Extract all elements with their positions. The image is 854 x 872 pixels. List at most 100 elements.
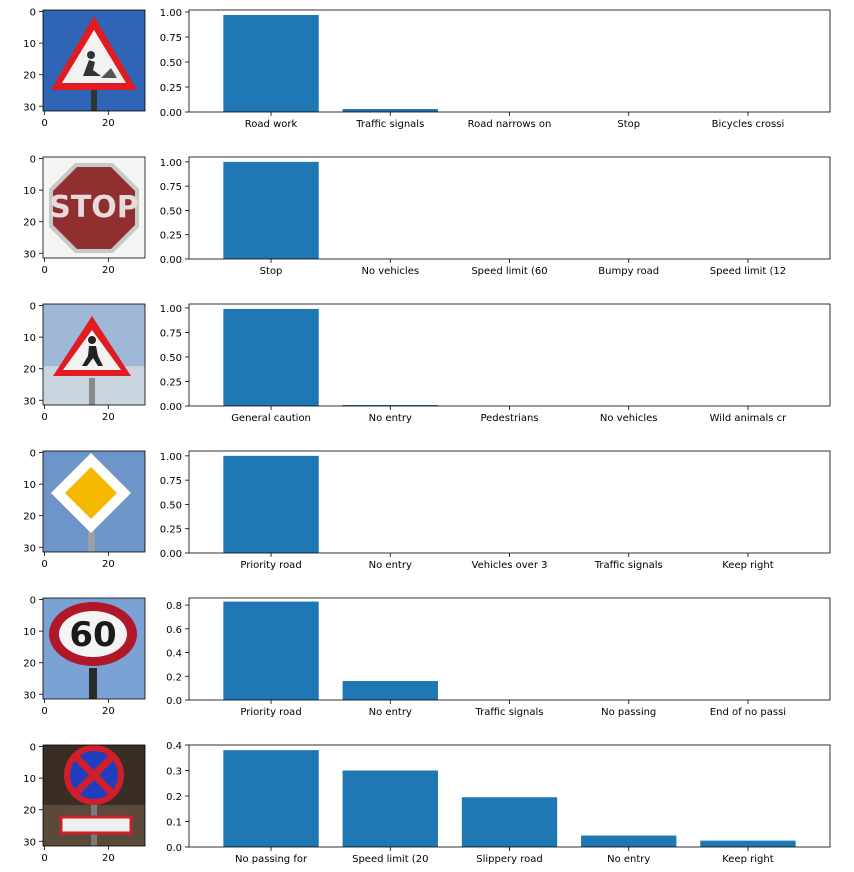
y-tick-label: 0.75 xyxy=(160,33,182,44)
image-x-tick-label: 0 xyxy=(41,265,47,276)
pedestrian-body xyxy=(82,346,103,366)
road-work-sign-icon xyxy=(43,10,145,111)
image-y-tick-label: 0 xyxy=(30,596,36,607)
y-tick-label: 0.25 xyxy=(160,525,182,536)
stop-sign-icon: STOP xyxy=(43,157,145,258)
sign-post xyxy=(89,668,97,699)
shovel-pile xyxy=(101,68,117,78)
plot-frame xyxy=(188,303,831,407)
y-tick-label: 0.75 xyxy=(160,476,182,487)
image-y-tick-label: 20 xyxy=(23,659,36,670)
image-y-tick-label: 0 xyxy=(30,8,36,19)
probability-bar xyxy=(342,770,438,847)
probability-bar xyxy=(223,15,319,112)
x-tick-label: No vehicles xyxy=(600,413,658,424)
no-parking-cross xyxy=(74,755,114,795)
image-y-tick-label: 10 xyxy=(23,627,36,638)
probability-bar xyxy=(342,109,438,112)
probability-bar xyxy=(461,797,558,847)
image-x-tick-label: 20 xyxy=(102,559,115,570)
subplot-row: 0 10 20 30 0 20 Priority road No entry Vehicles … xyxy=(23,449,831,571)
sign-image-axes: 0 10 20 30 0 20 xyxy=(23,743,146,864)
subplot-row: STOP 0 10 20 30 0 20 Stop No vehicles Speed limit… xyxy=(23,155,831,277)
y-tick-label: 0.50 xyxy=(160,500,182,511)
speed-limit-60-sign-icon: 60 xyxy=(43,598,145,699)
image-y-tick-label: 10 xyxy=(23,480,36,491)
probability-bar xyxy=(581,835,677,847)
plot-frame xyxy=(188,744,831,848)
y-tick-label: 0.1 xyxy=(166,818,182,829)
image-frame xyxy=(42,303,146,406)
probability-bar xyxy=(700,840,796,847)
x-tick-label: Priority road xyxy=(240,560,301,571)
image-x-tick-label: 20 xyxy=(102,706,115,717)
y-tick-label: 0.50 xyxy=(160,353,182,364)
stop-lettering: STOP xyxy=(49,190,139,225)
bar-chart-axes: No passing for Speed limit (20 Slippery ro… xyxy=(166,741,831,865)
x-tick-label: No entry xyxy=(369,413,412,424)
sign-post xyxy=(91,88,97,111)
bar-chart-axes: General caution No entry Pedestrians No veh… xyxy=(160,303,831,424)
no-parking-sign-icon xyxy=(43,745,145,846)
y-tick-label: 0.75 xyxy=(160,328,182,339)
image-y-tick-label: 30 xyxy=(23,102,36,113)
image-y-tick-label: 20 xyxy=(23,806,36,817)
x-tick-label: Wild animals cr xyxy=(710,413,788,424)
x-tick-label: Road work xyxy=(245,119,298,130)
y-tick-label: 0.2 xyxy=(166,792,182,803)
speed-sign-face xyxy=(59,611,127,657)
x-tick-label: No passing xyxy=(601,707,656,718)
image-y-tick-label: 10 xyxy=(23,39,36,50)
probability-bar xyxy=(342,681,438,700)
y-tick-label: 1.00 xyxy=(160,304,182,315)
x-tick-label: Traffic signals xyxy=(355,119,424,130)
sign-image-axes: 60 0 10 20 30 0 20 xyxy=(23,596,146,717)
x-tick-label: No passing for xyxy=(235,854,308,865)
image-x-tick-label: 20 xyxy=(102,265,115,276)
x-tick-label: End of no passi xyxy=(710,707,786,718)
x-tick-label: Speed limit (20 xyxy=(352,854,428,865)
image-y-tick-label: 0 xyxy=(30,743,36,754)
y-tick-label: 0.4 xyxy=(166,649,182,660)
probability-bar xyxy=(223,750,319,847)
x-tick-label: Pedestrians xyxy=(480,413,538,424)
image-frame xyxy=(42,156,146,259)
sign-image-axes: STOP 0 10 20 30 0 20 xyxy=(23,155,146,276)
image-y-tick-label: 10 xyxy=(23,186,36,197)
x-tick-label: General caution xyxy=(231,413,311,424)
y-tick-label: 0.25 xyxy=(160,377,182,388)
plot-frame xyxy=(188,156,831,260)
y-tick-label: 0.4 xyxy=(166,741,182,752)
image-x-tick-label: 20 xyxy=(102,118,115,129)
y-tick-label: 0.6 xyxy=(166,625,182,636)
image-y-tick-label: 0 xyxy=(30,155,36,166)
image-x-tick-label: 20 xyxy=(102,853,115,864)
image-x-tick-label: 0 xyxy=(41,559,47,570)
diamond-face xyxy=(65,467,117,519)
plot-frame xyxy=(188,450,831,554)
sign-post xyxy=(89,378,95,405)
y-tick-label: 0.25 xyxy=(160,231,182,242)
image-y-tick-label: 30 xyxy=(23,837,36,848)
image-frame xyxy=(42,744,146,847)
sign-image-axes: 0 10 20 30 0 20 xyxy=(23,449,146,570)
image-x-tick-label: 20 xyxy=(102,412,115,423)
subplot-row: 0 10 20 30 0 20 Road work Traffic signals Road n… xyxy=(23,8,831,130)
x-tick-label: Traffic signals xyxy=(594,560,663,571)
x-tick-label: No entry xyxy=(369,560,412,571)
image-y-tick-label: 20 xyxy=(23,71,36,82)
image-x-tick-label: 0 xyxy=(41,706,47,717)
y-tick-label: 1.00 xyxy=(160,452,182,463)
y-tick-label: 0.0 xyxy=(166,843,182,854)
pedestrian-warning-sign-icon xyxy=(43,304,145,405)
image-y-tick-label: 0 xyxy=(30,302,36,313)
probability-bar xyxy=(342,405,438,406)
y-tick-label: 0.25 xyxy=(160,83,182,94)
worker-head xyxy=(87,51,95,59)
subplot-row: 0 10 20 30 0 20 General caution No entry Pedestr… xyxy=(23,302,831,424)
subplot-row: 60 0 10 20 30 0 20 Priority road No entry Traffic… xyxy=(23,596,831,718)
x-tick-label: Stop xyxy=(617,119,640,130)
y-tick-label: 0.2 xyxy=(166,672,182,683)
image-y-tick-label: 20 xyxy=(23,365,36,376)
plot-frame xyxy=(188,597,831,701)
